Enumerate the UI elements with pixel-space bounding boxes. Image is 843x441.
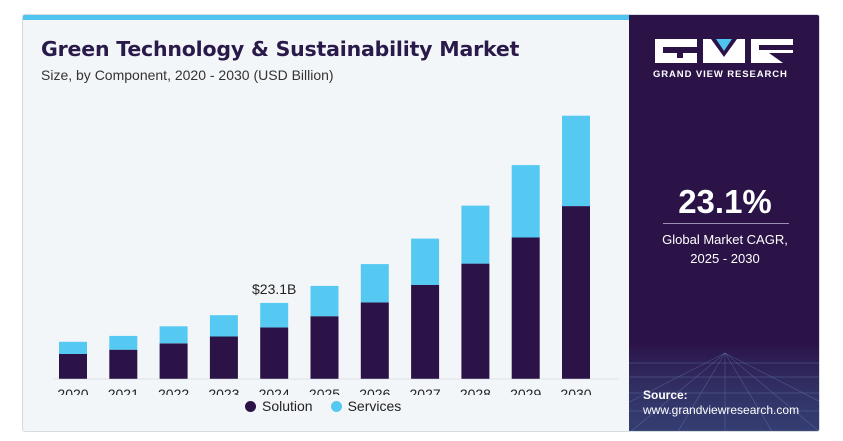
bar-solution-2027 xyxy=(411,284,440,379)
source-note: Source: www.grandviewresearch.com xyxy=(643,388,799,418)
x-tick-label-2024: 2024 xyxy=(259,386,290,395)
x-tick-label-2029: 2029 xyxy=(510,386,541,395)
bar-services-2027 xyxy=(411,238,440,285)
bar-services-2028 xyxy=(461,205,490,264)
bar-services-2021 xyxy=(109,335,138,350)
bar-services-2022 xyxy=(159,326,188,344)
bar-solution-2022 xyxy=(159,343,188,379)
source-label: Source: xyxy=(643,388,688,402)
bar-services-2029 xyxy=(511,165,540,238)
legend-label-solution: Solution xyxy=(262,398,313,414)
chart-title: Green Technology & Sustainability Market xyxy=(41,37,520,61)
chart-panel: Green Technology & Sustainability Market… xyxy=(23,15,629,431)
bar-solution-2023 xyxy=(209,336,238,379)
legend-item-solution: Solution xyxy=(245,398,313,414)
bar-solution-2029 xyxy=(511,237,540,379)
x-tick-label-2023: 2023 xyxy=(208,386,239,395)
bar-solution-2021 xyxy=(109,349,138,379)
legend-label-services: Services xyxy=(347,398,402,414)
brand-logo: GRAND VIEW RESEARCH xyxy=(653,39,801,80)
bar-solution-2028 xyxy=(461,263,490,379)
brand-name: GRAND VIEW RESEARCH xyxy=(653,69,788,80)
bar-solution-2025 xyxy=(310,316,339,379)
data-label-2024: $23.1B xyxy=(252,281,296,297)
bar-solution-2020 xyxy=(59,354,87,379)
logo-mark-v-icon xyxy=(703,39,745,63)
chart-card: Green Technology & Sustainability Market… xyxy=(22,14,820,432)
bar-solution-2024 xyxy=(260,327,289,379)
logo-marks xyxy=(655,39,801,63)
accent-line xyxy=(23,15,629,20)
legend-item-services: Services xyxy=(330,398,402,414)
bar-chart: 2020 2021 2022 2023 2024 $23.1B 2025 2026 2027 20… xyxy=(53,115,619,395)
legend-swatch-solution xyxy=(245,400,256,412)
bar-services-2023 xyxy=(209,315,238,337)
bar-services-2020 xyxy=(59,341,87,354)
logo-mark-g-icon xyxy=(655,39,697,63)
chart-subtitle: Size, by Component, 2020 - 2030 (USD Bil… xyxy=(41,67,334,83)
grid-floor-decoration xyxy=(629,343,819,431)
bar-services-2025 xyxy=(310,285,339,317)
cagr-value: 23.1% xyxy=(678,183,772,220)
x-tick-label-2030: 2030 xyxy=(560,386,591,395)
bar-solution-2026 xyxy=(360,302,389,379)
x-tick-label-2026: 2026 xyxy=(359,386,390,395)
x-tick-label-2027: 2027 xyxy=(410,386,441,395)
x-tick-label-2020: 2020 xyxy=(57,386,88,395)
source-link[interactable]: www.grandviewresearch.com xyxy=(643,403,800,417)
cagr-divider xyxy=(663,223,789,224)
brand-panel: GRAND VIEW RESEARCH 23.1% Global Market … xyxy=(629,15,819,431)
x-tick-label-2028: 2028 xyxy=(460,386,491,395)
x-tick-label-2021: 2021 xyxy=(108,386,139,395)
cagr-label: Global Market CAGR, 2025 - 2030 xyxy=(662,232,788,266)
x-tick-label-2022: 2022 xyxy=(158,386,189,395)
logo-mark-r-icon xyxy=(751,39,793,63)
bar-solution-2030 xyxy=(562,206,590,379)
legend-swatch-services xyxy=(330,400,342,412)
x-tick-label-2025: 2025 xyxy=(309,386,340,395)
bar-services-2026 xyxy=(360,264,389,303)
chart-legend: Solution Services xyxy=(245,398,401,414)
bar-services-2024 xyxy=(260,302,289,328)
bar-services-2030 xyxy=(562,115,590,207)
